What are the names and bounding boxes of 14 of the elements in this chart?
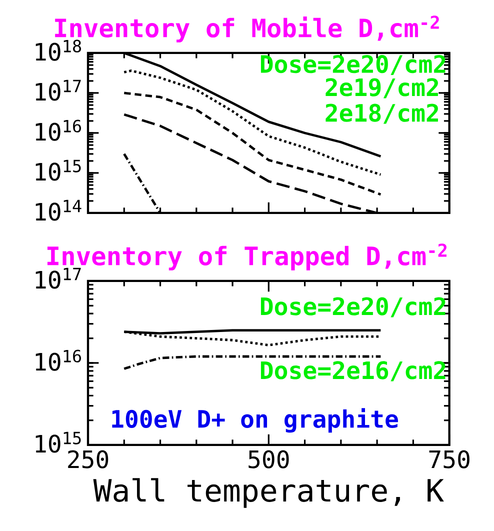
annotation: 2e18/cm2 <box>326 104 438 124</box>
x-tick-label: 750 <box>429 450 470 468</box>
annotation: Dose=2e16/cm2 <box>260 361 446 382</box>
y-tick-label: 10$^{15}$ <box>36 160 81 181</box>
annotation: 2e19/cm2 <box>326 78 438 98</box>
x-axis-title: Wall temperature, K <box>93 478 444 508</box>
y-tick-label: 10$^{16}$ <box>36 120 81 141</box>
x-tick-label: 500 <box>248 450 289 468</box>
annotation: 100eV D+ on graphite <box>112 408 398 433</box>
annotation: Dose=2e20/cm2 <box>260 297 446 318</box>
annotation: Dose=2e20/cm2 <box>260 54 446 76</box>
y-tick-label: 10$^{17}$ <box>36 80 81 101</box>
y-tick-label: 10$^{14}$ <box>36 200 82 221</box>
y-tick-label: 10$^{16}$ <box>36 350 81 371</box>
